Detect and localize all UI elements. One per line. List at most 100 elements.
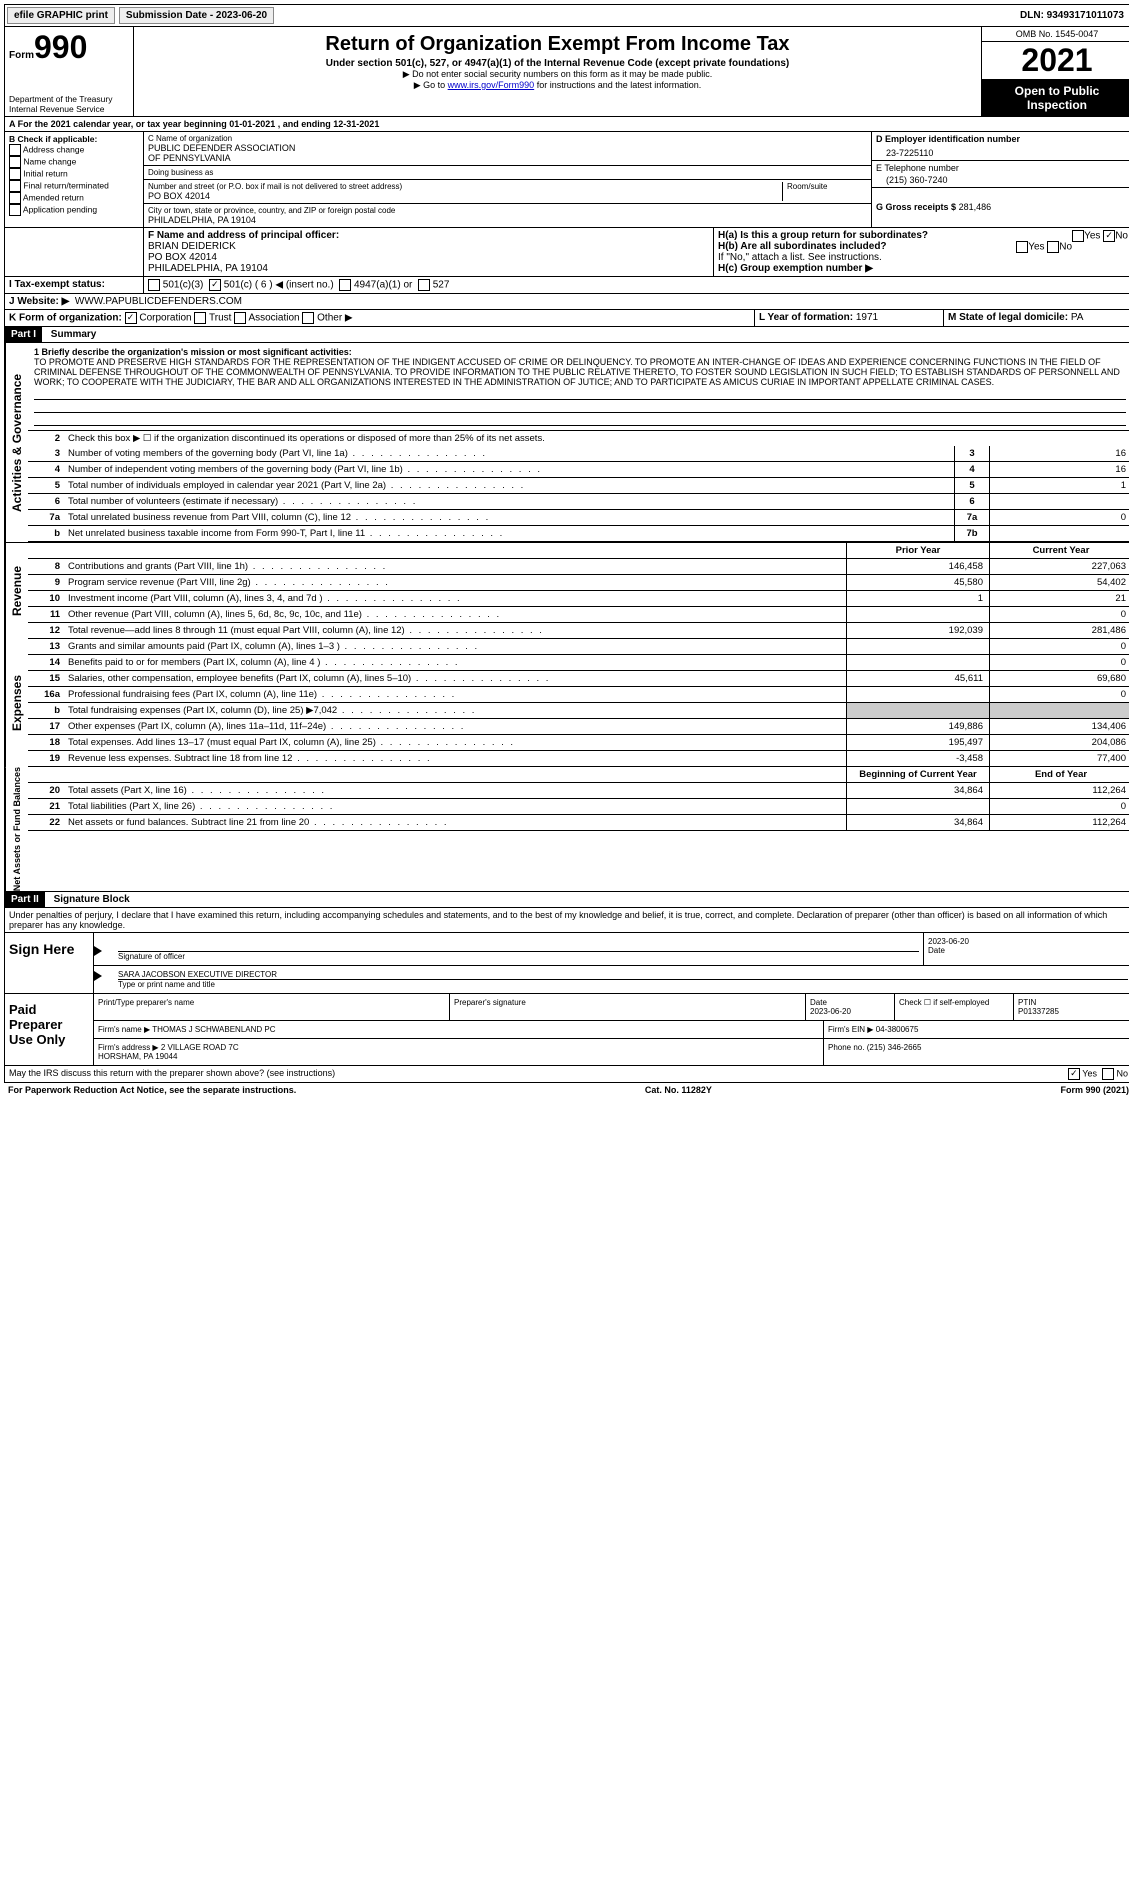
firm-phone-value: (215) 346-2665	[867, 1043, 922, 1052]
dln-label: DLN: 93493171011073	[1020, 10, 1129, 21]
check-amended[interactable]: Amended return	[9, 192, 139, 204]
mission-text: TO PROMOTE AND PRESERVE HIGH STANDARDS F…	[34, 357, 1120, 387]
tax-year: 2021	[982, 42, 1129, 80]
top-bar: efile GRAPHIC print Submission Date - 20…	[4, 4, 1129, 27]
open-public-badge: Open to Public Inspection	[982, 80, 1129, 116]
sidebar-expenses: Expenses	[5, 639, 28, 767]
table-row: 22 Net assets or fund balances. Subtract…	[28, 815, 1129, 831]
table-row: 11 Other revenue (Part VIII, column (A),…	[28, 607, 1129, 623]
check-address[interactable]: Address change	[9, 144, 139, 156]
expenses-section: Expenses 13 Grants and similar amounts p…	[4, 639, 1129, 767]
ein-value: 23-7225110	[876, 144, 1128, 158]
table-row: b Total fundraising expenses (Part IX, c…	[28, 703, 1129, 719]
sig-officer-label: Signature of officer	[118, 952, 185, 961]
current-year-header: Current Year	[989, 543, 1129, 558]
officer-addr2: PHILADELPHIA, PA 19104	[148, 263, 709, 274]
check-initial[interactable]: Initial return	[9, 168, 139, 180]
table-row: 14 Benefits paid to or for members (Part…	[28, 655, 1129, 671]
table-row: 10 Investment income (Part VIII, column …	[28, 591, 1129, 607]
sign-here-section: Sign Here Signature of officer 2023-06-2…	[4, 933, 1129, 994]
prep-check[interactable]: Check ☐ if self-employed	[895, 994, 1014, 1020]
ptin-value: P01337285	[1018, 1007, 1059, 1016]
arrow-icon	[94, 946, 102, 956]
declaration-text: Under penalties of perjury, I declare th…	[4, 908, 1129, 933]
line1-label: 1 Briefly describe the organization's mi…	[34, 347, 352, 357]
gross-value: 281,486	[959, 202, 992, 212]
section-fh: F Name and address of principal officer:…	[4, 228, 1129, 277]
submission-date-button[interactable]: Submission Date - 2023-06-20	[119, 7, 274, 24]
end-year-header: End of Year	[989, 767, 1129, 782]
footer: For Paperwork Reduction Act Notice, see …	[4, 1083, 1129, 1097]
part1-header: Part I Summary	[4, 327, 1129, 343]
omb-number: OMB No. 1545-0047	[982, 27, 1129, 42]
sign-here-label: Sign Here	[5, 933, 94, 993]
h-b-note: If "No," attach a list. See instructions…	[718, 252, 1128, 263]
begin-year-header: Beginning of Current Year	[846, 767, 989, 782]
street-value: PO BOX 42014	[148, 191, 778, 201]
officer-name-label: Type or print name and title	[118, 980, 215, 989]
website-value: WWW.PAPUBLICDEFENDERS.COM	[75, 296, 242, 307]
table-row: 17 Other expenses (Part IX, column (A), …	[28, 719, 1129, 735]
table-row: 4 Number of independent voting members o…	[28, 462, 1129, 478]
prior-year-header: Prior Year	[846, 543, 989, 558]
ein-label: D Employer identification number	[876, 134, 1128, 144]
table-row: 7a Total unrelated business revenue from…	[28, 510, 1129, 526]
form-header: Form990 Department of the Treasury Inter…	[4, 27, 1129, 117]
check-pending[interactable]: Application pending	[9, 204, 139, 216]
revenue-section: Revenue Prior Year Current Year 8 Contri…	[4, 542, 1129, 639]
line-a: A For the 2021 calendar year, or tax yea…	[4, 117, 1129, 132]
prep-date-value: 2023-06-20	[810, 1007, 851, 1016]
sidebar-revenue: Revenue	[5, 543, 28, 639]
city-value: PHILADELPHIA, PA 19104	[148, 215, 867, 225]
footer-left: For Paperwork Reduction Act Notice, see …	[8, 1085, 296, 1095]
city-label: City or town, state or province, country…	[148, 206, 867, 215]
table-row: 16a Professional fundraising fees (Part …	[28, 687, 1129, 703]
sig-date-label: Date	[928, 946, 945, 955]
room-label: Room/suite	[787, 182, 867, 191]
h-a-row: H(a) Is this a group return for subordin…	[718, 230, 1128, 241]
dba-label: Doing business as	[148, 168, 867, 177]
table-row: 21 Total liabilities (Part X, line 26) 0	[28, 799, 1129, 815]
prep-sig-label: Preparer's signature	[450, 994, 806, 1020]
phone-label: E Telephone number	[876, 163, 1128, 173]
prep-name-label: Print/Type preparer's name	[94, 994, 450, 1020]
table-row: 20 Total assets (Part X, line 16) 34,864…	[28, 783, 1129, 799]
arrow-icon	[94, 971, 102, 981]
sidebar-governance: Activities & Governance	[5, 343, 28, 542]
form-title: Return of Organization Exempt From Incom…	[138, 33, 977, 56]
phone-value: (215) 360-7240	[876, 173, 1128, 185]
form-number: Form990	[9, 29, 129, 66]
sig-date-value: 2023-06-20	[928, 937, 1128, 946]
table-row: 13 Grants and similar amounts paid (Part…	[28, 639, 1129, 655]
table-row: b Net unrelated business taxable income …	[28, 526, 1129, 542]
table-row: 8 Contributions and grants (Part VIII, l…	[28, 559, 1129, 575]
line-klm: K Form of organization: ✓ Corporation Tr…	[4, 310, 1129, 327]
sidebar-netassets: Net Assets or Fund Balances	[5, 767, 28, 891]
activities-governance: Activities & Governance 1 Briefly descri…	[4, 343, 1129, 542]
firm-name-value: THOMAS J SCHWABENLAND PC	[152, 1025, 275, 1034]
paid-preparer-section: Paid Preparer Use Only Print/Type prepar…	[4, 994, 1129, 1066]
form-note2: ▶ Go to www.irs.gov/Form990 for instruct…	[138, 80, 977, 91]
h-b-row: H(b) Are all subordinates included? Yes …	[718, 241, 1128, 252]
h-c-row: H(c) Group exemption number ▶	[718, 263, 1128, 274]
discuss-row: May the IRS discuss this return with the…	[4, 1066, 1129, 1083]
table-row: 9 Program service revenue (Part VIII, li…	[28, 575, 1129, 591]
table-row: 5 Total number of individuals employed i…	[28, 478, 1129, 494]
table-row: 6 Total number of volunteers (estimate i…	[28, 494, 1129, 510]
officer-name-value: SARA JACOBSON EXECUTIVE DIRECTOR	[118, 970, 1128, 980]
org-name: PUBLIC DEFENDER ASSOCIATION OF PENNSYLVA…	[148, 143, 867, 163]
gross-label: G Gross receipts $	[876, 202, 956, 212]
check-final[interactable]: Final return/terminated	[9, 180, 139, 192]
info-block: B Check if applicable: Address change Na…	[4, 132, 1129, 228]
section-b-header: B Check if applicable:	[9, 134, 139, 144]
footer-right: Form 990 (2021)	[1060, 1085, 1129, 1095]
name-label: C Name of organization	[148, 134, 867, 143]
officer-label: F Name and address of principal officer:	[148, 230, 709, 241]
line2-text: Check this box ▶ ☐ if the organization d…	[64, 431, 1129, 446]
check-name[interactable]: Name change	[9, 156, 139, 168]
efile-label: efile GRAPHIC print	[7, 7, 115, 24]
irs-link[interactable]: www.irs.gov/Form990	[448, 80, 535, 90]
paid-preparer-label: Paid Preparer Use Only	[5, 994, 94, 1065]
table-row: 19 Revenue less expenses. Subtract line …	[28, 751, 1129, 767]
table-row: 12 Total revenue—add lines 8 through 11 …	[28, 623, 1129, 639]
